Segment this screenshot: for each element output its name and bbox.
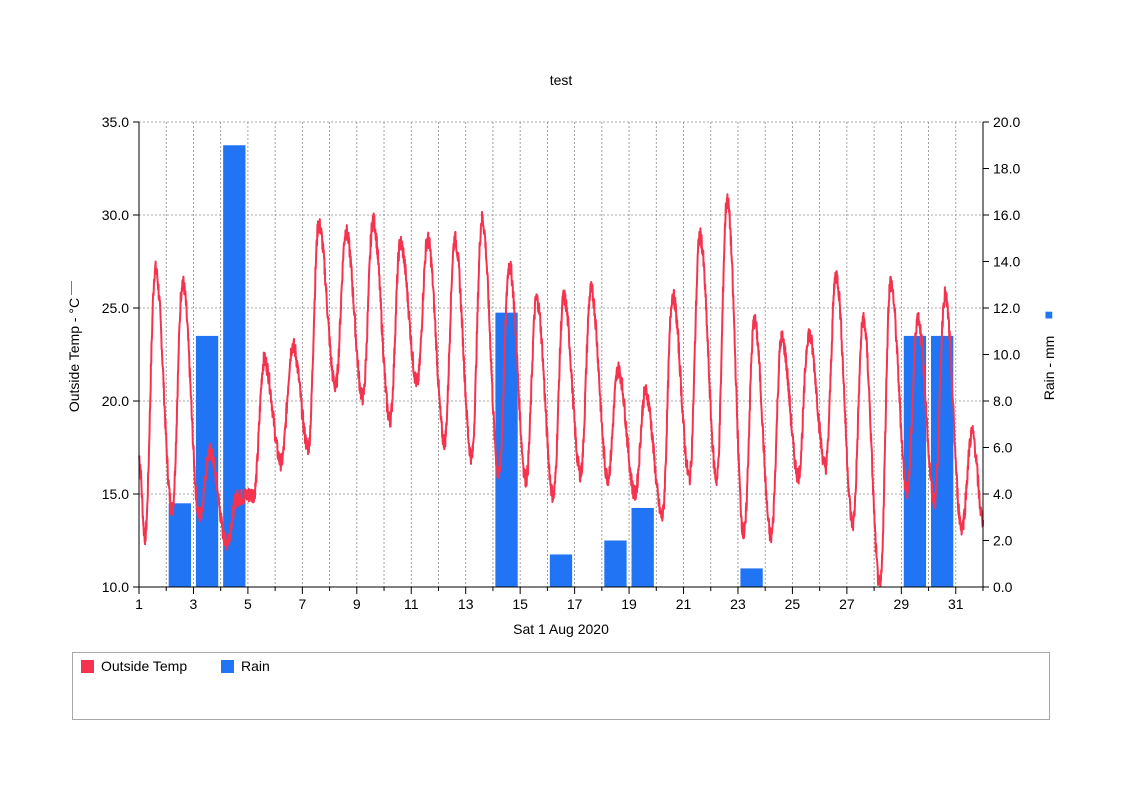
x-tick-label: 27 <box>839 596 855 612</box>
rain-bar <box>740 568 763 587</box>
chart-title: test <box>550 72 573 88</box>
x-tick-label: 11 <box>404 596 419 612</box>
legend-item-rain[interactable]: Rain <box>221 658 270 674</box>
left-tick-label: 35.0 <box>102 114 129 130</box>
outside-temp-swatch-icon <box>81 659 94 673</box>
left-tick-label: 20.0 <box>102 393 129 409</box>
right-tick-label: 20.0 <box>993 114 1020 130</box>
grid <box>139 121 983 587</box>
x-tick-label: 7 <box>298 596 306 612</box>
right-tick-label: 14.0 <box>993 254 1020 270</box>
x-tick-label: 29 <box>894 596 910 612</box>
x-tick-label: 25 <box>785 596 801 612</box>
x-tick-label: 5 <box>244 596 252 612</box>
left-axis-title: Outside Temp - °C <box>66 298 82 412</box>
x-tick-label: 23 <box>730 596 746 612</box>
legend-label: Rain <box>241 658 270 674</box>
x-tick-label: 19 <box>621 596 637 612</box>
tick-labels: 10.0 15.0 20.0 25.0 30.0 35.0 0.0 2.0 4.0 6.0 8.0 1… <box>102 114 1021 612</box>
rain-bar <box>903 335 927 587</box>
rain-bar <box>549 554 573 587</box>
x-tick-label: 17 <box>567 596 583 612</box>
outside-temp-line <box>138 193 984 588</box>
rain-bar <box>631 507 654 587</box>
right-tick-label: 18.0 <box>993 161 1020 177</box>
right-tick-label: 0.0 <box>993 579 1013 595</box>
x-tick-label: 15 <box>512 596 528 612</box>
legend: Outside Temp Rain <box>72 652 1050 720</box>
right-tick-label: 8.0 <box>993 393 1013 409</box>
rain-bar <box>495 312 518 587</box>
left-tick-label: 30.0 <box>102 207 129 223</box>
right-tick-label: 6.0 <box>993 440 1013 456</box>
left-tick-label: 15.0 <box>102 486 129 502</box>
legend-label: Outside Temp <box>101 658 188 674</box>
x-tick-label: 13 <box>458 596 474 612</box>
x-tick-label: 1 <box>135 596 143 612</box>
x-tick-label: 9 <box>353 596 361 612</box>
x-tick-label: 3 <box>190 596 198 612</box>
x-tick-label: 21 <box>676 596 692 612</box>
right-tick-label: 16.0 <box>993 207 1020 223</box>
legend-item-outside-temp[interactable]: Outside Temp <box>81 658 187 674</box>
right-tick-label: 10.0 <box>993 347 1020 363</box>
right-tick-label: 4.0 <box>993 486 1013 502</box>
rain-swatch-icon <box>221 659 234 673</box>
x-axis-title: Sat 1 Aug 2020 <box>513 621 609 637</box>
left-tick-label: 10.0 <box>102 579 129 595</box>
x-tick-label: 31 <box>948 596 964 612</box>
rain-bar <box>604 540 627 587</box>
temp-series-marker-icon: — <box>62 281 78 295</box>
right-axis-title: Rain - mm <box>1041 336 1057 401</box>
right-tick-label: 2.0 <box>993 533 1013 549</box>
axes <box>133 121 989 594</box>
left-tick-label: 25.0 <box>102 300 129 316</box>
rain-series-marker-icon: ■ <box>1040 311 1056 319</box>
rain-bar <box>223 145 246 587</box>
right-tick-label: 12.0 <box>993 300 1020 316</box>
rain-bar <box>168 503 192 587</box>
rain-bars <box>168 145 954 587</box>
rain-bar <box>930 335 954 587</box>
temp-line-layer <box>138 193 984 588</box>
